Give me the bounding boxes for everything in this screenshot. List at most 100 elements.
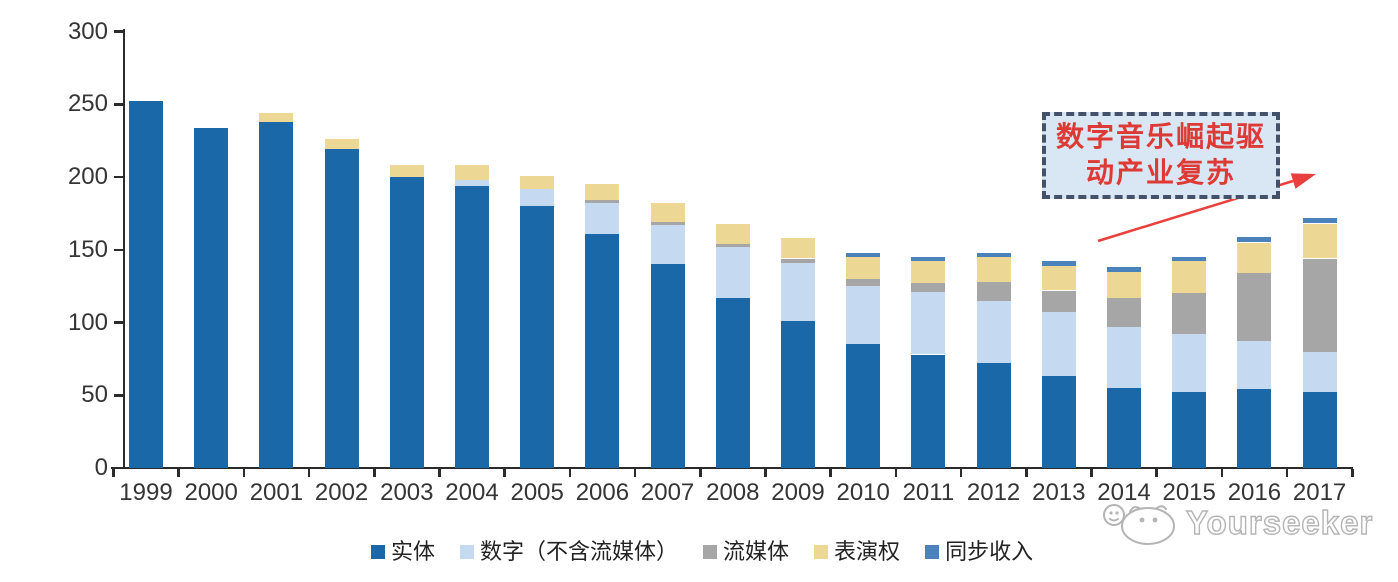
x-axis-tick [1155, 469, 1158, 477]
y-axis-tick-label: 250 [67, 90, 108, 118]
legend-item: 实体 [371, 540, 435, 564]
bar-segment [1041, 261, 1076, 266]
bar-segment [715, 243, 750, 247]
y-axis-tick-label: 300 [67, 17, 108, 45]
bar-segment [781, 258, 815, 263]
legend-label: 表演权 [834, 539, 901, 564]
x-axis-category-label: 2005 [510, 479, 564, 506]
bar-segment [1172, 293, 1207, 335]
x-axis-category-label: 2006 [575, 479, 630, 506]
bar-segment [976, 281, 1011, 301]
bar-segment [781, 321, 815, 468]
x-axis-category-label: 2001 [249, 479, 304, 506]
x-axis-tick [1285, 469, 1289, 477]
x-axis-tick [1351, 469, 1354, 477]
bar-segment [911, 291, 946, 355]
bar-segment [911, 283, 946, 292]
x-axis-tick [438, 469, 441, 477]
x-axis-tick [894, 469, 898, 477]
bar-segment [520, 175, 555, 189]
x-axis-category-label: 2015 [1162, 479, 1216, 506]
bar-segment [781, 238, 815, 259]
bar-segment [455, 179, 489, 186]
legend-item: 数字（不含流媒体） [460, 540, 678, 564]
watermark: Yourseeker [1100, 500, 1373, 546]
bar-segment [1107, 297, 1141, 327]
bar-segment [259, 113, 294, 122]
bar-segment [1302, 258, 1337, 352]
x-axis-tick [829, 469, 832, 477]
bar-segment [1237, 242, 1272, 274]
x-axis-tick [1220, 469, 1224, 477]
x-axis-tick [568, 469, 572, 477]
bar-segment [455, 185, 489, 468]
bar-segment [650, 203, 685, 223]
bar-segment [1172, 392, 1207, 468]
bar-segment [389, 165, 424, 177]
legend-swatch-icon [703, 545, 718, 559]
x-axis-category-label: 2016 [1227, 479, 1282, 506]
y-axis-tick [114, 466, 123, 470]
bar-segment [1041, 265, 1076, 291]
legend-label: 实体 [391, 539, 436, 564]
bar-segment [650, 264, 685, 468]
y-axis-tick-label: 150 [67, 235, 108, 263]
chart-legend: 实体 数字（不含流媒体） 流媒体 表演权 同步收入 [371, 540, 1033, 564]
x-axis-category-label: 2007 [640, 479, 695, 506]
legend-swatch-icon [925, 545, 940, 559]
bar-segment [585, 233, 620, 468]
yourseeker-logo-icon [1103, 504, 1175, 545]
bar-segment [846, 257, 881, 279]
legend-swatch-icon [371, 545, 385, 559]
bar-segment [911, 354, 946, 468]
bar-segment [976, 257, 1011, 282]
bar-segment [455, 165, 489, 180]
bar-segment [976, 363, 1011, 468]
x-axis-tick [633, 469, 637, 477]
bar-segment [911, 261, 946, 284]
bar-segment [846, 286, 881, 345]
watermark-text: Yourseeker [1185, 503, 1374, 541]
legend-item: 表演权 [814, 540, 900, 564]
bar-segment [1107, 326, 1141, 388]
bar-segment [324, 139, 359, 150]
x-axis-tick [112, 469, 115, 477]
x-axis-category-label: 2011 [902, 479, 955, 506]
y-axis-tick-label: 200 [67, 163, 108, 190]
bar-segment [1041, 290, 1076, 313]
bar-segment [976, 252, 1011, 258]
bar-segment [1302, 351, 1337, 393]
x-axis-category-label: 2009 [771, 479, 825, 506]
y-axis-tick-label: 100 [67, 308, 108, 336]
bar-segment [520, 188, 555, 207]
annotation-text-line2: 动产业复苏 [1085, 157, 1236, 189]
bar-segment [1107, 271, 1141, 298]
x-axis-category-label: 2014 [1097, 479, 1151, 506]
x-axis-tick [764, 469, 767, 477]
bar-segment [715, 297, 750, 468]
bar-segment [129, 101, 163, 468]
bar-segment [1237, 236, 1272, 243]
y-axis-tick [114, 248, 123, 251]
x-axis-category-label: 2008 [706, 479, 760, 506]
bar-segment [389, 177, 424, 468]
bar-segment [1172, 334, 1207, 393]
bar-segment [324, 149, 359, 468]
legend-item: 流媒体 [703, 540, 789, 564]
bar-segment [846, 252, 881, 258]
y-axis-tick [114, 175, 123, 179]
x-axis-category-label: 2017 [1292, 479, 1347, 506]
x-axis-category-label: 2004 [445, 479, 499, 506]
y-axis-tick-label: 0 [94, 454, 108, 481]
legend-item: 同步收入 [925, 540, 1033, 564]
x-axis-category-label: 2013 [1032, 479, 1086, 506]
x-axis-category-label: 2002 [314, 479, 369, 506]
legend-swatch-icon [460, 545, 475, 559]
x-axis-tick [177, 469, 180, 477]
bar-segment [194, 127, 229, 468]
bar-segment [846, 278, 881, 287]
bar-segment [1172, 257, 1207, 262]
bar-segment [259, 121, 294, 468]
bar-segment [1107, 267, 1141, 272]
